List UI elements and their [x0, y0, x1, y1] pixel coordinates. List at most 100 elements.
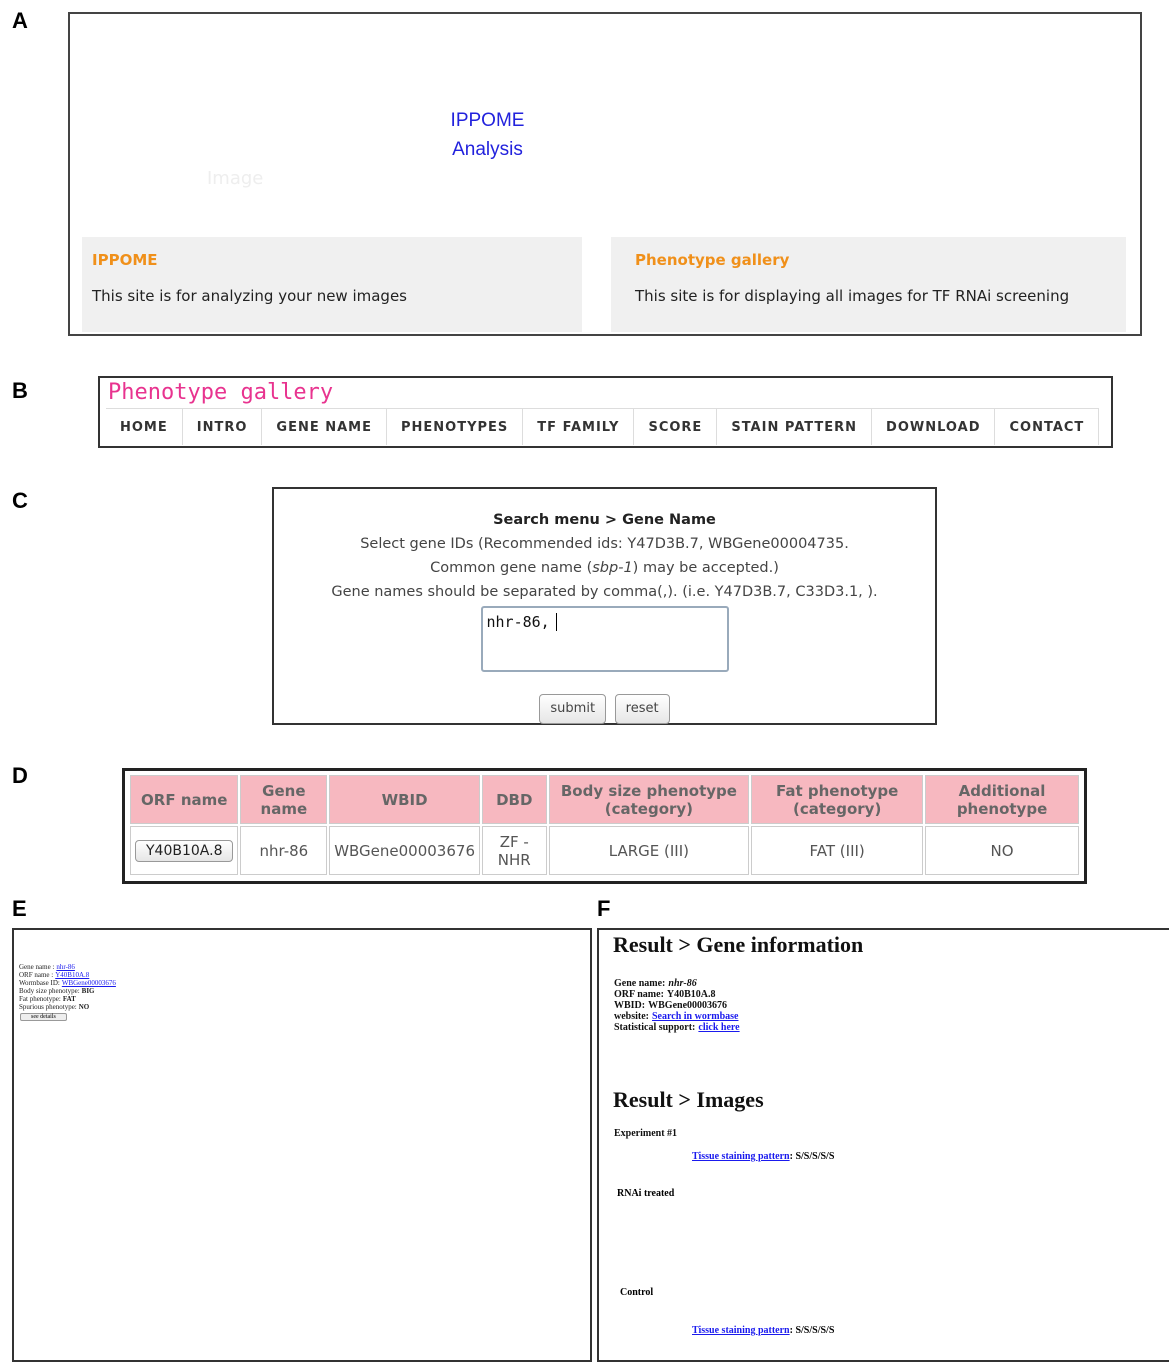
- orf-button[interactable]: Y40B10A.8: [135, 840, 233, 862]
- field-label: Spurious phenotype:: [19, 1003, 77, 1011]
- nav-item[interactable]: PHENOTYPES: [387, 409, 523, 445]
- field-label: website:: [614, 1011, 649, 1022]
- field-label: ORF name:: [614, 989, 664, 1000]
- field-label: Gene name :: [19, 963, 54, 971]
- field: Spurious phenotype:NO: [19, 1003, 116, 1011]
- page: Experiment #1Experiment #2Experiment #3 …: [0, 0, 1169, 1347]
- experiment-label: Experiment #1: [614, 1128, 677, 1139]
- details-button[interactable]: see details: [20, 1013, 67, 1021]
- field: ORF name :Y40B10A.8: [19, 971, 116, 979]
- field-label: Fat phenotype:: [19, 995, 61, 1003]
- instruction: Common gene name (sbp-1) may be accepted…: [274, 556, 935, 580]
- text: IPPOME: [420, 106, 555, 135]
- field-value: WBGene00003676: [648, 1000, 727, 1011]
- card-image: [611, 26, 1126, 237]
- card-description: This site is for displaying all images f…: [635, 287, 1069, 305]
- panel-label: F: [597, 896, 610, 922]
- panel-label: C: [12, 488, 28, 514]
- nav-item[interactable]: DOWNLOAD: [872, 409, 995, 445]
- field-label: Body size phenotype:: [19, 987, 80, 995]
- panel-c: Search menu > Gene Name Select gene IDs …: [272, 487, 937, 725]
- link[interactable]: Search in wormbase: [652, 1011, 738, 1022]
- cell: WBGene00003676: [329, 826, 480, 875]
- text: nhr-86,: [487, 613, 550, 631]
- column-header: Fat phenotype (category): [751, 775, 923, 824]
- image-label: Image: [207, 168, 263, 189]
- result-table: ORF nameGene nameWBIDDBDBody size phenot…: [128, 773, 1081, 877]
- text: Analysis: [420, 135, 555, 164]
- field-label: WBID:: [614, 1000, 645, 1011]
- column-header: ORF name: [130, 775, 238, 824]
- stain-pattern: Tissue staining pattern: S/S/S/S/S: [692, 1325, 834, 1336]
- field: website:Search in wormbase: [614, 1011, 740, 1022]
- stain-pattern: Tissue staining pattern: S/S/S/S/S: [692, 1151, 834, 1162]
- link[interactable]: Tissue staining pattern: [692, 1325, 790, 1336]
- nav-item[interactable]: STAIN PATTERN: [717, 409, 872, 445]
- field-value: BIG: [82, 987, 95, 995]
- field-value: nhr-86: [668, 978, 696, 989]
- cell: NO: [925, 826, 1079, 875]
- data-row: Y40B10A.8nhr-86WBGene00003676ZF - NHRLAR…: [130, 826, 1079, 875]
- field: Gene name :nhr-86: [19, 963, 116, 971]
- card-title[interactable]: IPPOME: [92, 251, 158, 269]
- panel-label: B: [12, 378, 28, 404]
- row-label: RNAi treated: [617, 1188, 674, 1199]
- panel-b: Phenotype gallery HOMEINTROGENE NAMEPHEN…: [98, 376, 1113, 448]
- link[interactable]: Tissue staining pattern: [692, 1151, 790, 1162]
- field-label: Gene name:: [614, 978, 665, 989]
- panel-label: E: [12, 896, 27, 922]
- submit-button[interactable]: submit: [539, 694, 606, 724]
- text: : S/S/S/S/S: [790, 1325, 835, 1336]
- card-title[interactable]: Phenotype gallery: [635, 251, 789, 269]
- text: sbp-1: [592, 560, 632, 576]
- field: Wormbase ID:WBGene00003676: [19, 979, 116, 987]
- text: Common gene name (: [430, 560, 592, 576]
- nav-item[interactable]: CONTACT: [995, 409, 1099, 445]
- link[interactable]: click here: [698, 1022, 739, 1033]
- image-label: Scores: [358, 168, 418, 189]
- nav-item[interactable]: TF FAMILY: [523, 409, 634, 445]
- nav-item[interactable]: GENE NAME: [262, 409, 387, 445]
- nav-item[interactable]: HOME: [106, 409, 183, 445]
- text: ) may be accepted.): [633, 560, 779, 576]
- column-header: Gene name: [240, 775, 327, 824]
- field-label: ORF name :: [19, 971, 53, 979]
- cursor: [556, 613, 566, 631]
- field: Fat phenotype:FAT: [19, 995, 116, 1003]
- cell: nhr-86: [240, 826, 327, 875]
- link[interactable]: nhr-86: [56, 963, 75, 971]
- cell: LARGE (III): [549, 826, 750, 875]
- column-header: Additional phenotype: [925, 775, 1079, 824]
- field-label: Wormbase ID:: [19, 979, 60, 987]
- gene-input[interactable]: nhr-86,: [481, 606, 729, 672]
- link[interactable]: WBGene00003676: [62, 979, 116, 987]
- field: Body size phenotype:BIG: [19, 987, 116, 995]
- reset-button[interactable]: reset: [615, 694, 670, 724]
- field: Statistical support:click here: [614, 1022, 740, 1033]
- field-label: Statistical support:: [614, 1022, 695, 1033]
- column-header: Body size phenotype (category): [549, 775, 750, 824]
- field: Gene name:nhr-86: [614, 978, 740, 989]
- column-header: WBID: [329, 775, 480, 824]
- nav-item[interactable]: INTRO: [183, 409, 263, 445]
- search-heading: Search menu > Gene Name: [274, 508, 935, 532]
- section-heading: Result > Gene information: [613, 932, 863, 958]
- cell: FAT (III): [751, 826, 923, 875]
- field-value: NO: [79, 1003, 90, 1011]
- instruction: Gene names should be separated by comma(…: [274, 580, 935, 604]
- field-value: FAT: [63, 995, 76, 1003]
- row-label: Control: [620, 1287, 653, 1298]
- nav-item[interactable]: SCORE: [634, 409, 717, 445]
- card-description: This site is for analyzing your new imag…: [92, 287, 407, 305]
- column-header: DBD: [482, 775, 547, 824]
- panel-label: D: [12, 763, 28, 789]
- link[interactable]: Y40B10A.8: [55, 971, 89, 979]
- panel-label: A: [12, 8, 28, 34]
- instruction: Select gene IDs (Recommended ids: Y47D3B…: [274, 532, 935, 556]
